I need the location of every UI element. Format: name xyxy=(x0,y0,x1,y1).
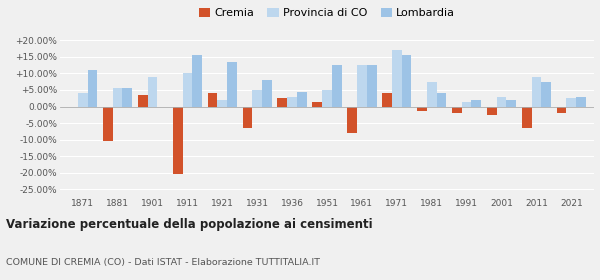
Bar xyxy=(557,106,566,113)
Bar xyxy=(227,62,237,106)
Bar xyxy=(401,55,412,106)
Bar xyxy=(313,102,322,106)
Bar xyxy=(357,65,367,106)
Bar xyxy=(367,65,377,106)
Text: COMUNE DI CREMIA (CO) - Dati ISTAT - Elaborazione TUTTITALIA.IT: COMUNE DI CREMIA (CO) - Dati ISTAT - Ela… xyxy=(6,258,320,267)
Bar xyxy=(472,100,481,106)
Bar xyxy=(427,82,437,106)
Bar xyxy=(332,65,341,106)
Bar xyxy=(253,90,262,106)
Bar xyxy=(262,80,272,106)
Bar xyxy=(287,97,297,106)
Bar xyxy=(462,102,472,106)
Bar xyxy=(532,77,541,106)
Bar xyxy=(277,98,287,106)
Bar xyxy=(522,106,532,128)
Bar xyxy=(417,106,427,111)
Bar xyxy=(506,100,516,106)
Bar xyxy=(122,88,132,106)
Bar xyxy=(103,106,113,141)
Bar xyxy=(148,77,157,106)
Bar xyxy=(138,95,148,106)
Bar xyxy=(497,97,506,106)
Bar xyxy=(208,93,217,106)
Bar xyxy=(297,92,307,106)
Bar xyxy=(88,70,97,106)
Legend: Cremia, Provincia di CO, Lombardia: Cremia, Provincia di CO, Lombardia xyxy=(194,3,460,23)
Bar xyxy=(347,106,357,133)
Bar xyxy=(541,82,551,106)
Bar xyxy=(437,93,446,106)
Bar xyxy=(217,100,227,106)
Bar xyxy=(452,106,462,113)
Bar xyxy=(487,106,497,115)
Bar xyxy=(566,98,576,106)
Bar xyxy=(392,50,401,106)
Bar xyxy=(182,73,192,106)
Bar xyxy=(78,93,88,106)
Bar xyxy=(382,93,392,106)
Bar xyxy=(242,106,253,128)
Text: Variazione percentuale della popolazione ai censimenti: Variazione percentuale della popolazione… xyxy=(6,218,373,231)
Bar xyxy=(576,97,586,106)
Bar xyxy=(322,90,332,106)
Bar xyxy=(192,55,202,106)
Bar xyxy=(173,106,182,174)
Bar xyxy=(113,88,122,106)
